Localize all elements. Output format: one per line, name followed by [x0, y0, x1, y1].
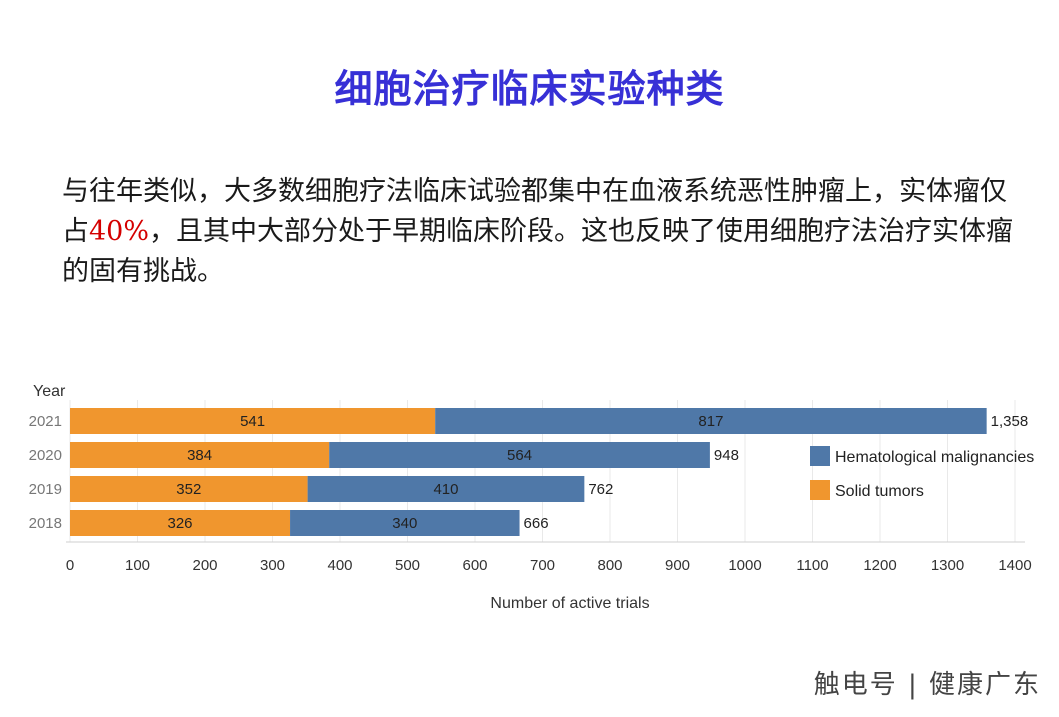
summary-paragraph: 与往年类似，大多数细胞疗法临床试验都集中在血液系统恶性肿瘤上，实体瘤仅占40%，… [62, 172, 1022, 292]
bar-hematological-2021 [435, 408, 987, 434]
legend-label-hematological: Hematological malignancies [835, 449, 1034, 466]
y-axis-title: Year [33, 383, 66, 400]
bar-hematological-2019 [307, 476, 585, 502]
total-label-2020: 948 [714, 447, 739, 464]
bar-solid-tumors-2018 [70, 510, 291, 536]
x-axis-title: Number of active trials [490, 595, 649, 612]
bar-hematological-2020 [329, 442, 710, 468]
summary-text-part1: 与往年类似，大多数细胞疗法临床试验都集中在血液系统恶性肿瘤上，实体瘤仅占 [62, 176, 1007, 247]
summary-highlight-percent: 40% [89, 216, 150, 247]
x-tick-label-300: 300 [260, 557, 285, 574]
x-tick-label-400: 400 [327, 557, 352, 574]
watermark: 触电号 | 健康广东 [813, 670, 1041, 700]
bar-solid-tumors-2019 [70, 476, 308, 502]
summary-text-part2: ，且其中大部分处于早期临床阶段。这也反映了使用细胞疗法治疗实体瘤的固有挑战。 [62, 216, 1014, 287]
data-label-solid-2018: 326 [168, 515, 193, 532]
data-label-hematological-2020: 564 [507, 447, 532, 464]
data-label-hematological-2018: 340 [392, 515, 417, 532]
x-tick-label-800: 800 [597, 557, 622, 574]
legend-swatch-solid-tumors [810, 480, 830, 500]
data-label-solid-2019: 352 [176, 481, 201, 498]
data-label-hematological-2021: 817 [698, 413, 723, 430]
x-tick-label-1000: 1000 [728, 557, 761, 574]
data-label-solid-2021: 541 [240, 413, 265, 430]
x-tick-label-600: 600 [462, 557, 487, 574]
x-tick-label-1300: 1300 [931, 557, 964, 574]
x-tick-label-1200: 1200 [863, 557, 896, 574]
total-label-2018: 666 [524, 515, 549, 532]
x-tick-label-100: 100 [125, 557, 150, 574]
y-tick-label-2020: 2020 [29, 447, 62, 464]
x-tick-label-700: 700 [530, 557, 555, 574]
legend-swatch-hematological [810, 446, 830, 466]
y-tick-label-2019: 2019 [29, 481, 62, 498]
x-tick-label-0: 0 [66, 557, 74, 574]
data-label-solid-2020: 384 [187, 447, 212, 464]
slide-title: 细胞治疗临床实验种类 [334, 67, 725, 111]
x-tick-label-900: 900 [665, 557, 690, 574]
bar-solid-tumors-2021 [70, 408, 436, 434]
y-tick-label-2021: 2021 [29, 413, 62, 430]
bar-hematological-2018 [290, 510, 520, 536]
total-label-2019: 762 [588, 481, 613, 498]
y-tick-label-2018: 2018 [29, 515, 62, 532]
x-tick-label-200: 200 [192, 557, 217, 574]
data-label-hematological-2019: 410 [433, 481, 458, 498]
x-tick-label-1400: 1400 [998, 557, 1031, 574]
bar-solid-tumors-2020 [70, 442, 330, 468]
legend-label-solid-tumors: Solid tumors [835, 483, 924, 500]
total-label-2021: 1,358 [991, 413, 1029, 430]
x-tick-label-500: 500 [395, 557, 420, 574]
x-tick-label-1100: 1100 [796, 557, 828, 574]
stacked-bar-chart: Year 2021 541 817 1,358 2020 384 564 948 2019 352 4… [29, 383, 1035, 612]
